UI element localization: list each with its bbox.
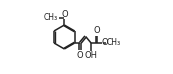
Text: CH₃: CH₃ — [44, 13, 58, 22]
Text: O: O — [77, 51, 84, 60]
Text: O: O — [102, 38, 108, 48]
Text: CH₃: CH₃ — [106, 38, 120, 48]
Text: O: O — [93, 26, 100, 35]
Text: O: O — [61, 10, 68, 19]
Text: OH: OH — [85, 51, 98, 60]
